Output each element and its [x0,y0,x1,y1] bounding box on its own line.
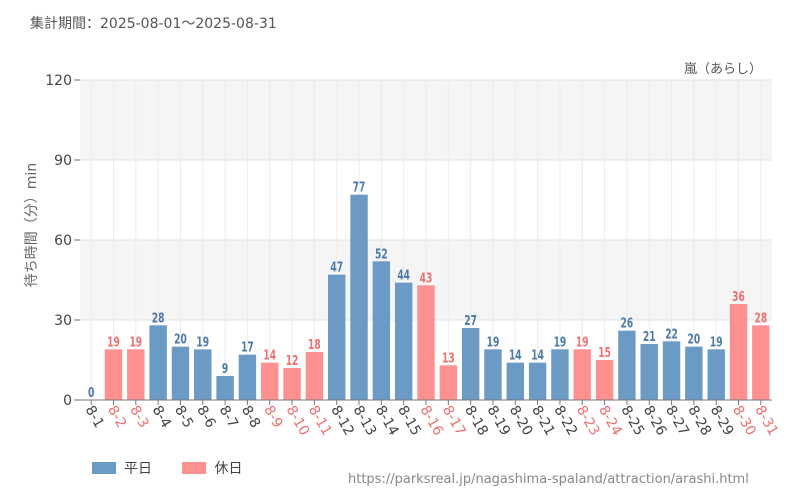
legend-swatch-holiday [182,462,207,474]
bar [461,328,480,400]
legend-label-weekday: 平日 [124,461,152,477]
bar-value-label: 14 [263,347,276,363]
bar [729,304,748,400]
y-axis-label: 待ち時間（分）min [24,163,40,287]
bar [350,194,368,400]
bar [573,349,591,400]
x-tick-label: 8-5 [171,403,196,431]
bar-value-label: 28 [754,310,767,326]
bar [685,346,703,400]
bar [238,354,257,400]
bar-value-label: 18 [308,337,321,353]
bar-value-label: 19 [710,334,723,350]
bar-value-label: 0 [88,385,94,401]
bar-value-label: 15 [598,345,611,361]
bar [283,368,301,400]
y-tick-label: 30 [54,313,72,329]
bar [506,362,524,400]
legend-item-weekday: 平日 [92,458,152,478]
bar [149,325,167,400]
chart-title: 嵐（あらし） [684,62,762,77]
bar-value-label: 22 [665,326,678,342]
x-tick-label: 8-9 [260,403,285,431]
legend-swatch-weekday [92,462,116,474]
bar [484,349,502,400]
bar-value-label: 27 [464,313,477,329]
bar [439,365,458,400]
legend-item-holiday: 休日 [182,458,242,478]
bar [104,349,123,400]
bar-value-label: 21 [643,329,656,345]
bar-value-label: 19 [129,334,142,350]
bar [261,362,279,400]
bar [328,274,346,400]
bar-value-label: 14 [531,347,544,363]
bar-value-label: 12 [286,353,299,369]
x-tick-label: 8-1 [82,403,107,431]
bar [528,362,547,400]
bar-value-label: 13 [442,350,455,366]
x-tick-label: 8-4 [149,403,174,431]
bar-value-label: 9 [222,361,228,377]
bar [127,349,145,400]
bar-value-label: 20 [688,331,701,347]
bar [372,261,391,400]
bar [417,285,435,400]
x-tick-label: 8-2 [104,403,129,431]
x-tick-label: 8-6 [193,403,218,431]
bar-value-label: 26 [621,315,634,331]
bar-value-label: 52 [375,246,388,262]
bar [305,352,324,400]
bar-value-label: 36 [732,289,745,305]
bar [194,349,212,400]
x-tick-label: 8-31 [751,403,781,439]
bar-value-label: 47 [330,259,343,275]
bar-value-label: 19 [576,334,589,350]
bar-value-label: 19 [487,334,500,350]
y-tick-label: 60 [54,233,72,249]
bar [618,330,636,400]
bar-value-label: 19 [107,334,120,350]
bar-value-label: 77 [353,179,366,195]
period-label: 集計期間：2025-08-01〜2025-08-31 [30,16,277,32]
bar-value-label: 43 [420,270,433,286]
x-tick-label: 8-8 [238,403,263,431]
legend: 平日 休日 [92,458,268,478]
bar-value-label: 14 [509,347,522,363]
bar-value-label: 28 [152,310,165,326]
bar [707,349,725,400]
x-tick-label: 8-7 [216,403,241,431]
bar [662,341,681,400]
bar-value-label: 44 [397,267,410,283]
bar [752,325,770,400]
bar-value-label: 19 [554,334,567,350]
bar [640,344,658,400]
x-tick-label: 8-3 [126,403,151,431]
legend-label-holiday: 休日 [214,461,243,477]
bar-value-label: 19 [196,334,209,350]
bar [216,376,234,400]
bar [394,282,413,400]
bar-value-label: 17 [241,339,254,355]
bar-value-label: 20 [174,331,187,347]
y-tick-label: 120 [45,73,72,89]
y-tick-label: 0 [63,393,72,409]
source-url: https://parksreal.jp/nagashima-spaland/a… [348,472,749,487]
y-tick-label: 90 [54,153,72,169]
bar [171,346,190,400]
bar [595,360,614,400]
bar [551,349,569,400]
